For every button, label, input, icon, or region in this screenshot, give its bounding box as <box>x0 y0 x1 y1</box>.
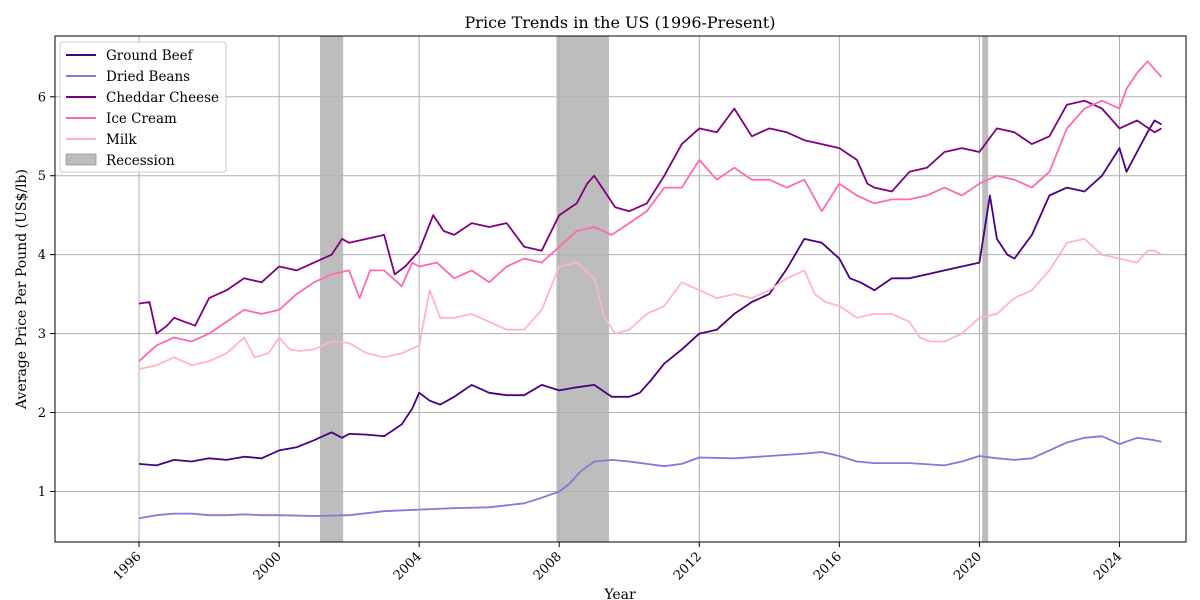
series-line-ground-beef <box>138 119 1162 467</box>
chart-title: Price Trends in the US (1996-Present) <box>465 13 776 32</box>
legend-frame <box>59 41 227 173</box>
legend-swatch-recession <box>65 153 97 166</box>
legend-label: Milk <box>106 132 137 148</box>
y-axis: 1 2 3 4 5 6 <box>38 90 55 500</box>
legend: Ground Beef Dried Beans Cheddar Cheese Ice … <box>59 41 227 173</box>
recession-band <box>556 36 609 542</box>
y-tick-label: 6 <box>38 90 46 105</box>
recession-band <box>982 36 989 542</box>
y-tick-label: 4 <box>38 248 46 263</box>
legend-label-recession: Recession <box>106 153 175 169</box>
legend-label: Ground Beef <box>106 48 194 64</box>
y-tick-label: 2 <box>38 406 46 421</box>
plot-area <box>54 35 1187 543</box>
series-line-milk <box>138 238 1162 370</box>
y-tick-label: 3 <box>38 327 46 342</box>
y-axis-label: Average Price Per Pound (US$/lb) <box>14 169 30 410</box>
plot-frame <box>54 35 1187 543</box>
recession-band <box>320 36 344 542</box>
x-axis-label: Year <box>603 587 636 600</box>
y-tick-label: 5 <box>38 169 46 184</box>
series-lines <box>138 60 1163 520</box>
legend-label: Ice Cream <box>106 111 177 127</box>
recession-bands <box>320 36 989 542</box>
series-line-dried-beans <box>138 435 1162 520</box>
series-line-cheddar-cheese <box>138 99 1162 335</box>
legend-label: Cheddar Cheese <box>106 90 219 106</box>
y-tick-label: 1 <box>38 485 46 500</box>
series-line-ice-cream <box>138 60 1163 362</box>
legend-label: Dried Beans <box>106 69 190 85</box>
